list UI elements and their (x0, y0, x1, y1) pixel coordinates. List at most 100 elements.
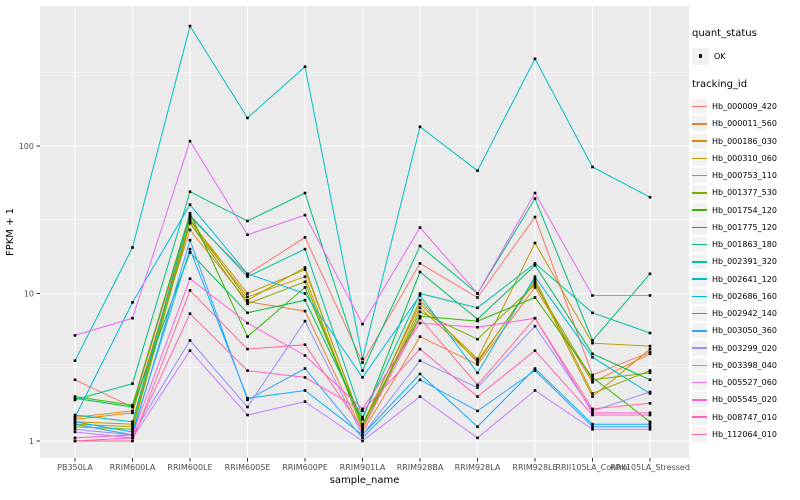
legend-item-label: Hb_001863_180 (712, 240, 777, 250)
data-point (476, 337, 479, 341)
legend-key-line (692, 133, 707, 149)
data-point (246, 311, 249, 315)
data-point (188, 312, 192, 315)
legend-item-label: Hb_002942_140 (712, 309, 777, 319)
data-point (73, 425, 77, 428)
data-point (303, 280, 307, 284)
legend-line-swatch (692, 312, 707, 315)
data-point (418, 316, 422, 320)
data-point (361, 428, 364, 431)
data-point (476, 363, 479, 366)
data-point (648, 371, 652, 375)
data-point (188, 219, 192, 223)
y-tick-label: 10 (24, 289, 34, 298)
legend-item-label: Hb_001754_120 (712, 205, 777, 215)
data-point (303, 319, 307, 323)
data-point (188, 139, 192, 143)
data-point (73, 395, 77, 398)
legend-line-swatch (692, 330, 707, 332)
data-point (361, 369, 364, 372)
data-point (246, 219, 249, 223)
legend-key-line (692, 357, 707, 373)
x-axis-labels: PB350LA RRIM600LA RRIM600LE RRIM600SE RRIM60… (57, 463, 690, 472)
data-point (131, 246, 134, 249)
data-point (418, 244, 422, 248)
data-point (73, 359, 77, 362)
legend-item-label: Hb_000011_560 (712, 119, 777, 129)
data-point (131, 411, 134, 415)
data-point (476, 359, 479, 362)
data-point (648, 344, 652, 348)
legend-line-swatch (692, 261, 707, 263)
legend-key-line (692, 150, 707, 166)
legend-item: Hb_005545_020 (692, 391, 800, 408)
data-point (648, 294, 652, 297)
data-point (591, 352, 594, 356)
legend-key-line (692, 116, 707, 132)
data-point (648, 411, 652, 415)
data-point (303, 236, 307, 239)
data-point (361, 436, 364, 440)
data-point (591, 381, 594, 384)
data-point (418, 347, 422, 351)
legend-item-label: Hb_001377_530 (712, 188, 777, 198)
legend-key-line (692, 409, 707, 425)
legend-title-quant-status: quant_status (692, 28, 757, 39)
data-point (73, 428, 77, 431)
data-point (131, 405, 134, 409)
data-point (591, 294, 594, 297)
data-point (476, 383, 479, 387)
data-point (476, 409, 479, 413)
data-point (131, 420, 134, 424)
data-point (533, 280, 537, 284)
legend-line-swatch (692, 157, 707, 160)
data-point (361, 322, 364, 326)
legend-key-line (692, 219, 707, 235)
data-point (303, 376, 307, 379)
x-tick-label: RRIM600LE (167, 463, 212, 472)
data-point (188, 203, 192, 206)
data-point (246, 298, 249, 302)
legend-item: Hb_002686_160 (692, 288, 800, 305)
legend-line-swatch (692, 433, 707, 436)
data-point (533, 349, 537, 352)
data-point (73, 418, 77, 421)
x-tick-label: RRIM901LA (340, 463, 386, 472)
legend-key-line (692, 426, 707, 442)
data-point (188, 277, 192, 280)
data-point (73, 422, 77, 426)
data-point (418, 395, 422, 398)
legend-item-label: Hb_002686_160 (712, 291, 777, 301)
legend-item-label: OK (714, 51, 726, 61)
legend-key-line (692, 271, 707, 287)
legend-item-label: Hb_000753_110 (712, 171, 777, 181)
data-point (476, 395, 479, 398)
legend-key-point (692, 47, 709, 65)
data-point (418, 321, 422, 325)
data-point (418, 315, 422, 318)
data-point (131, 439, 134, 443)
data-point (246, 369, 249, 372)
data-point (188, 213, 192, 217)
data-point (188, 251, 192, 254)
data-point (188, 238, 192, 242)
legend-key-line (692, 288, 707, 304)
data-point (246, 275, 249, 278)
legend-item: Hb_001863_180 (692, 236, 800, 253)
data-point (131, 428, 134, 431)
data-point (73, 420, 77, 424)
data-point (418, 302, 422, 306)
legend-key-line (692, 237, 707, 253)
x-tick-label: RRIM928LA (455, 463, 501, 472)
x-tick-label: RRII105LA_Control (555, 463, 629, 472)
data-point (648, 369, 652, 372)
data-point (361, 422, 364, 426)
data-point (188, 217, 192, 221)
data-point (188, 349, 192, 352)
data-point (533, 241, 537, 245)
data-point (648, 272, 652, 276)
x-tick-label: PB350LA (57, 463, 93, 472)
data-point (246, 302, 249, 306)
legend-key-line (692, 392, 707, 408)
